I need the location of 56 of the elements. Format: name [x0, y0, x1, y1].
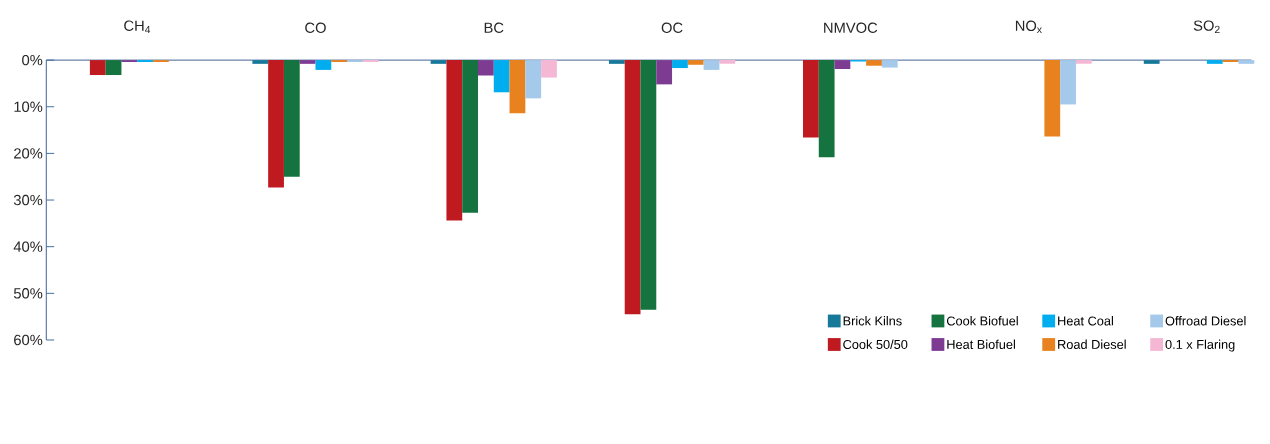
x-tick-label: NMVOC — [824, 22, 878, 33]
bar — [1143, 59, 1160, 64]
bar — [299, 59, 316, 64]
x-tick-label: SO$_{2}$ — [1193, 20, 1220, 33]
bar — [881, 59, 898, 68]
bar — [462, 59, 478, 213]
x-tick-label: CH$_{4}$ — [124, 20, 151, 33]
bar — [687, 59, 704, 65]
bar — [1238, 59, 1255, 64]
y-tick-label: 40% — [13, 241, 43, 252]
bar — [283, 59, 300, 177]
legend-label: Cook 50/50 — [843, 339, 908, 349]
y-tick-label: 0% — [22, 54, 43, 66]
bar — [252, 59, 269, 64]
bar — [640, 59, 657, 310]
bar — [818, 59, 835, 157]
bar — [89, 59, 106, 75]
bar — [672, 59, 688, 68]
bar — [315, 59, 332, 70]
legend-label: Road Diesel — [1058, 339, 1126, 349]
x-tick-label: NO$_{x}$ — [1015, 20, 1042, 33]
bar — [866, 59, 882, 66]
bar — [1075, 59, 1092, 64]
bar — [1206, 59, 1223, 64]
bar — [834, 59, 851, 69]
bar — [719, 59, 736, 64]
y-tick-label: 60% — [14, 334, 43, 345]
bar — [1044, 59, 1061, 137]
bar — [703, 59, 720, 70]
bar — [105, 59, 122, 75]
bar — [1060, 59, 1076, 105]
bar — [446, 59, 463, 221]
bar — [608, 59, 625, 64]
y-tick-label: 20% — [14, 147, 43, 159]
y-tick-label: 30% — [13, 194, 43, 206]
bar — [656, 59, 673, 85]
x-tick-label: BC — [484, 22, 504, 33]
legend-label: Offroad Diesel — [1165, 315, 1246, 326]
legend-label: Cook Biofuel — [946, 315, 1018, 326]
bar — [268, 59, 284, 188]
bar — [493, 59, 510, 93]
bar — [430, 59, 447, 64]
bar — [525, 59, 542, 99]
x-tick-label: CO — [305, 22, 326, 33]
x-tick-label: OC — [661, 22, 683, 33]
y-tick-label: 10% — [14, 101, 43, 112]
bar — [803, 59, 819, 138]
legend-label: Heat Biofuel — [947, 339, 1015, 349]
bar — [509, 59, 526, 114]
legend-label: 0.1 x Flaring — [1165, 339, 1235, 352]
bar — [624, 59, 641, 315]
legend-label: Heat Coal — [1058, 315, 1113, 326]
legend-label: Brick Kilns — [843, 315, 902, 326]
y-tick-label: 50% — [13, 287, 43, 299]
bar — [478, 59, 494, 76]
bar — [541, 59, 557, 78]
